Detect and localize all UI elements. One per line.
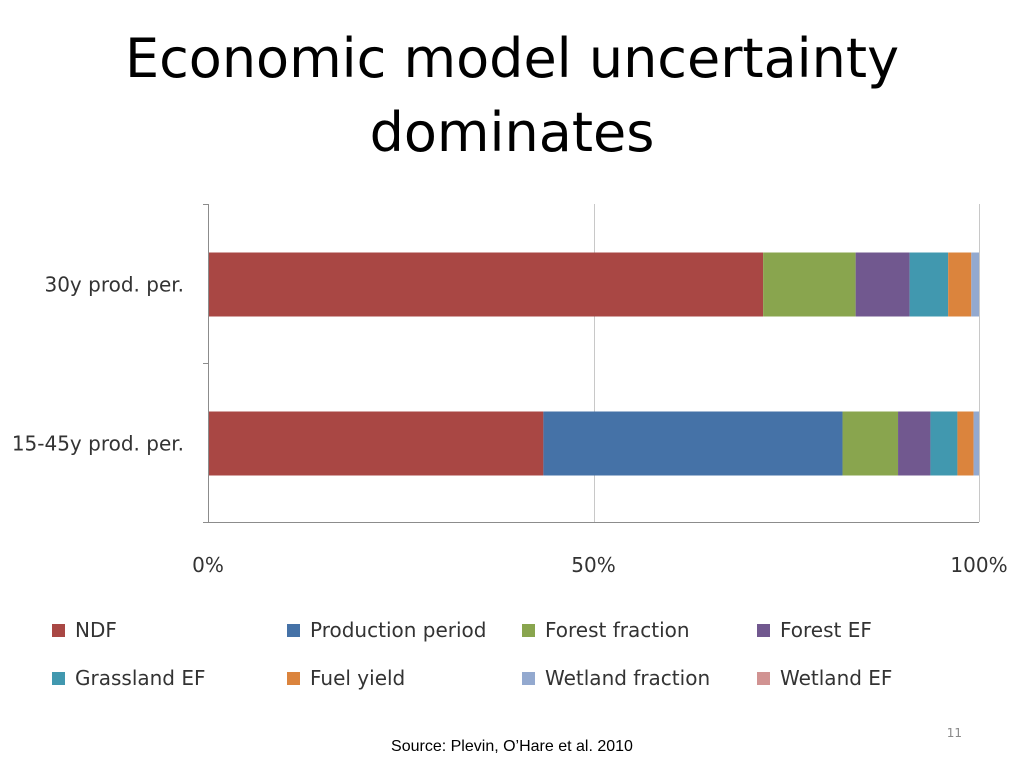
- page-number: 11: [946, 726, 962, 740]
- title-line-1: Economic model uncertainty: [124, 27, 900, 90]
- title-line-2: dominates: [369, 101, 655, 164]
- legend-item-fuel-yield: Fuel yield: [287, 666, 522, 690]
- bar-1-ndf: [208, 411, 544, 476]
- chart-legend: NDF Production period Forest fraction Fores…: [52, 618, 992, 690]
- legend-item-grassland-ef: Grassland EF: [52, 666, 287, 690]
- x-tick-label-2: 100%: [950, 553, 1007, 577]
- legend-label: NDF: [75, 618, 117, 642]
- legend-swatch: [287, 623, 300, 637]
- bars-layer: [208, 252, 979, 476]
- legend-label: Grassland EF: [75, 666, 206, 690]
- label-layer: 30y prod. per. 15-45y prod. per. 0% 50% 100%: [12, 273, 1008, 578]
- legend-label: Wetland EF: [780, 666, 893, 690]
- legend-item-production-period: Production period: [287, 618, 522, 642]
- bar-0-ndf: [208, 252, 764, 317]
- bar-1-wetland-fraction: [973, 411, 979, 476]
- bar-0-fuel-yield: [948, 252, 972, 317]
- bar-1-fuel-yield: [957, 411, 974, 476]
- x-tick-label-1: 50%: [571, 553, 615, 577]
- legend-label: Fuel yield: [310, 666, 406, 690]
- legend-label: Forest fraction: [545, 618, 690, 642]
- bar-1-grassland-ef: [930, 411, 958, 476]
- x-tick-label-0: 0%: [192, 553, 224, 577]
- legend-item-wetland-ef: Wetland EF: [757, 666, 992, 690]
- source-citation: Source: Plevin, O’Hare et al. 2010: [391, 738, 633, 755]
- stacked-bar-chart: 30y prod. per. 15-45y prod. per. 0% 50% 100%: [12, 204, 1008, 578]
- category-label-0: 30y prod. per.: [44, 273, 184, 297]
- legend-swatch: [522, 623, 535, 637]
- slide-title: Economic model uncertainty dominates: [0, 22, 1024, 170]
- bar-1-production-period: [543, 411, 843, 476]
- axis-layer: [203, 204, 979, 523]
- legend-label: Wetland fraction: [545, 666, 711, 690]
- legend-item-ndf: NDF: [52, 618, 287, 642]
- legend-label: Forest EF: [780, 618, 872, 642]
- legend-item-forest-fraction: Forest fraction: [522, 618, 757, 642]
- legend-item-wetland-fraction: Wetland fraction: [522, 666, 757, 690]
- legend-label: Production period: [310, 618, 487, 642]
- legend-swatch: [757, 623, 770, 637]
- legend-swatch: [52, 623, 65, 637]
- legend-swatch: [287, 671, 300, 685]
- legend-swatch: [522, 671, 535, 685]
- legend-swatch: [757, 671, 770, 685]
- legend-swatch: [52, 671, 65, 685]
- category-label-1: 15-45y prod. per.: [12, 432, 184, 456]
- bar-0-grassland-ef: [909, 252, 949, 317]
- bar-1-forest-fraction: [842, 411, 899, 476]
- bar-0-wetland-fraction: [971, 252, 979, 317]
- bar-1-forest-ef: [898, 411, 931, 476]
- legend-item-forest-ef: Forest EF: [757, 618, 992, 642]
- bar-0-forest-fraction: [763, 252, 856, 317]
- bar-0-forest-ef: [855, 252, 910, 317]
